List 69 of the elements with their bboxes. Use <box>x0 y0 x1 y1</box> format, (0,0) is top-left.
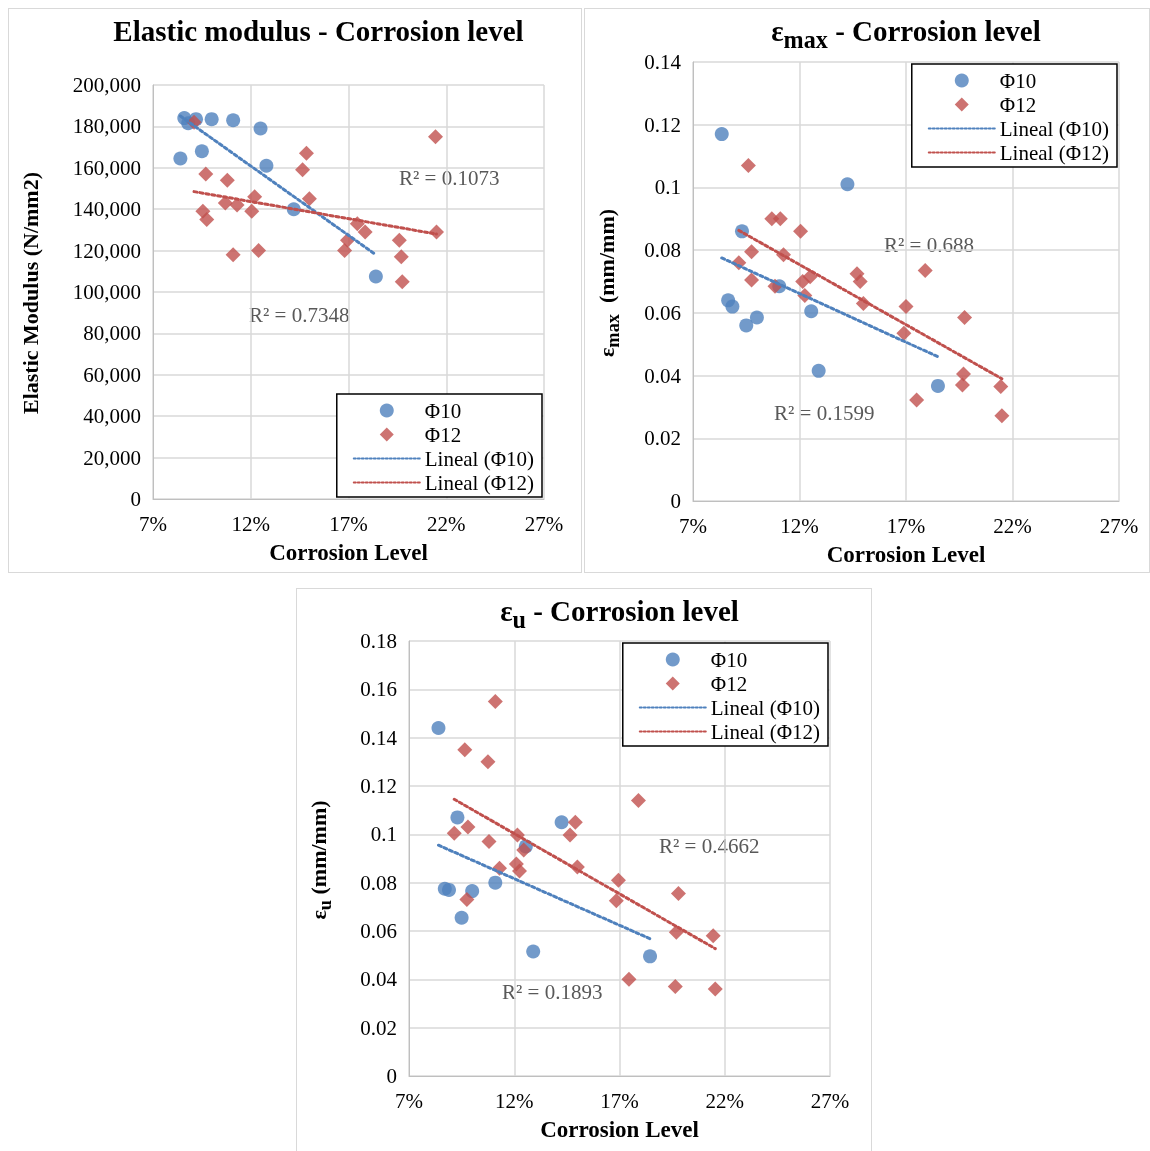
y-tick-label: 0.16 <box>360 677 397 702</box>
y-tick-label: 0.18 <box>360 629 397 653</box>
annotation: R² = 0.7348 <box>249 302 350 327</box>
chart-title: Elastic modulus - Corrosion level <box>113 14 524 49</box>
x-axis-title: Corrosion Level <box>269 540 428 565</box>
legend-label: Lineal (Φ12) <box>710 719 821 744</box>
x-tick-label: 27% <box>1099 513 1139 538</box>
x-tick-label: 7% <box>139 511 167 536</box>
y-axis-title: Elastic Modulus (N/mm2) <box>17 171 44 416</box>
y-tick-label: 160,000 <box>72 155 141 180</box>
x-tick-label: 17% <box>600 1088 639 1113</box>
y-tick-label: 60,000 <box>83 362 141 387</box>
y-tick-label: 0.14 <box>360 725 398 750</box>
x-tick-label: 27% <box>524 511 564 536</box>
x-axis-title: Corrosion Level <box>826 542 986 567</box>
y-tick-label: 0.04 <box>644 363 682 388</box>
x-tick-label: 12% <box>780 513 819 538</box>
y-tick-label: 0 <box>130 487 141 511</box>
chart-title: ε$_{u}$ - Corrosion level <box>500 595 739 633</box>
legend-label: Lineal (Φ10) <box>424 446 535 471</box>
y-tick-label: 0.02 <box>644 426 681 451</box>
legend-label: Lineal (Φ10) <box>710 695 821 720</box>
x-tick-label: 17% <box>886 513 926 538</box>
x-tick-label: 7% <box>679 513 707 538</box>
x-tick-label: 12% <box>231 511 270 536</box>
legend-label: Φ10 <box>999 68 1037 93</box>
x-tick-label: 27% <box>810 1088 850 1113</box>
y-tick-label: 0.1 <box>654 175 681 200</box>
y-tick-label: 40,000 <box>83 404 141 429</box>
legend-label: Φ10 <box>710 647 748 672</box>
y-tick-label: 0.04 <box>360 967 398 992</box>
y-tick-label: 0 <box>670 489 681 513</box>
annotation: R² = 0.4662 <box>659 833 760 858</box>
y-tick-label: 0.08 <box>644 238 681 263</box>
y-tick-label: 100,000 <box>72 280 141 304</box>
y-tick-label: 0.1 <box>370 822 397 847</box>
legend-label: Φ12 <box>424 422 462 447</box>
legend-label: Φ12 <box>710 671 748 696</box>
x-tick-label: 12% <box>495 1088 534 1113</box>
y-tick-label: 0.08 <box>360 870 397 895</box>
y-tick-label: 0.12 <box>644 112 681 137</box>
x-tick-label: 22% <box>993 513 1032 538</box>
annotation: R² = 0.1893 <box>502 979 603 1004</box>
y-tick-label: 200,000 <box>72 73 141 97</box>
y-tick-label: 0.12 <box>360 774 397 798</box>
y-tick-label: 20,000 <box>83 445 141 470</box>
x-tick-label: 22% <box>705 1088 744 1113</box>
x-tick-label: 7% <box>395 1088 423 1113</box>
y-tick-label: 140,000 <box>72 197 141 222</box>
legend-label: Lineal (Φ10) <box>999 116 1110 141</box>
annotation: R² = 0.688 <box>884 232 974 257</box>
y-tick-label: 180,000 <box>72 114 141 139</box>
x-axis-title: Corrosion Level <box>540 1117 699 1142</box>
legend-label: Φ12 <box>999 92 1037 117</box>
y-tick-label: 0.06 <box>644 300 681 325</box>
chart-title: ε$_{max}$ - Corrosion level <box>771 15 1041 53</box>
annotation: R² = 0.1599 <box>774 400 875 425</box>
annotation: R² = 0.1073 <box>399 165 500 190</box>
y-tick-label: 120,000 <box>72 238 141 263</box>
y-tick-label: 80,000 <box>83 321 141 346</box>
legend-label: Φ10 <box>424 398 462 423</box>
legend-label: Lineal (Φ12) <box>999 140 1110 165</box>
y-tick-label: 0.02 <box>360 1015 397 1040</box>
y-tick-label: 0.06 <box>360 919 397 943</box>
x-tick-label: 22% <box>427 511 466 536</box>
y-tick-label: 0 <box>386 1064 397 1088</box>
y-tick-label: 0.14 <box>644 50 682 74</box>
legend-label: Lineal (Φ12) <box>424 470 535 495</box>
x-tick-label: 17% <box>329 511 368 536</box>
